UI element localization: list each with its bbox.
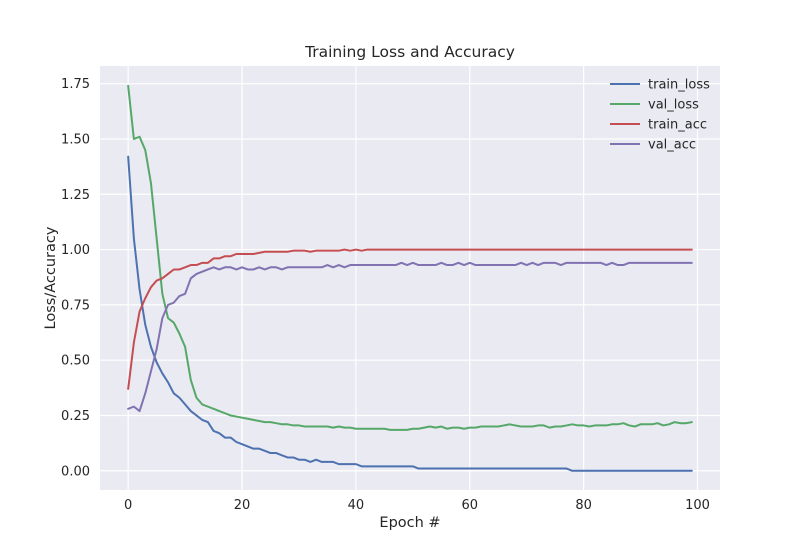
series-line-val-acc (127, 261, 693, 413)
legend-label: train_loss (648, 78, 710, 93)
legend-item-val-acc: val_acc (610, 138, 696, 153)
y-tick-label: 0.00 (61, 464, 90, 479)
legend-label: val_acc (648, 138, 696, 153)
legend-item-train-loss: train_loss (610, 78, 710, 93)
x-tick-label: 60 (462, 498, 479, 513)
y-tick-label: 1.50 (61, 132, 90, 147)
series-line-train-acc (127, 248, 693, 390)
legend-label: train_acc (648, 118, 707, 133)
y-tick-label: 1.75 (61, 77, 90, 92)
chart-title: Training Loss and Accuracy (304, 43, 515, 61)
series-line-train-loss (127, 155, 693, 472)
y-tick-label: 0.25 (61, 409, 90, 424)
legend-label: val_loss (648, 98, 699, 113)
x-axis-title: Epoch # (379, 515, 440, 531)
y-tick-label: 0.50 (61, 354, 90, 369)
x-axis-ticks: 0 20 40 60 80 100 (124, 498, 710, 513)
legend: train_loss val_loss train_acc val_acc (610, 78, 710, 153)
x-tick-label: 80 (575, 498, 592, 513)
x-tick-label: 20 (234, 498, 251, 513)
y-axis-title: Loss/Accuracy (43, 226, 59, 329)
y-tick-label: 1.00 (61, 243, 90, 258)
x-tick-label: 100 (685, 498, 710, 513)
series-lines (127, 84, 693, 472)
legend-item-train-acc: train_acc (610, 118, 707, 133)
plot-area-background (100, 66, 720, 490)
y-axis-ticks: 0.00 0.25 0.50 0.75 1.00 1.25 1.50 1.75 (61, 77, 90, 479)
series-line-val-loss (127, 84, 693, 431)
x-tick-label: 40 (348, 498, 365, 513)
y-tick-label: 1.25 (61, 188, 90, 203)
legend-item-val-loss: val_loss (610, 98, 699, 113)
x-tick-label: 0 (124, 498, 132, 513)
y-tick-label: 0.75 (61, 298, 90, 313)
